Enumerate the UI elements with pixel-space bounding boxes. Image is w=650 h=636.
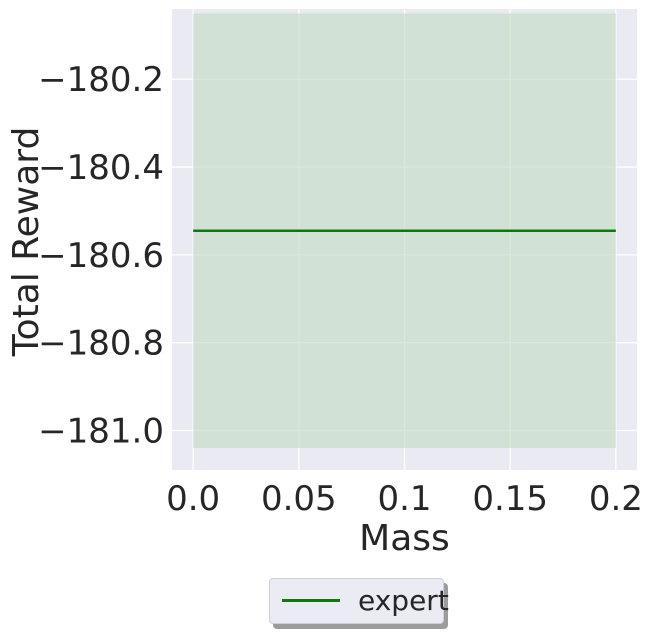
x-tick-label: 0.15 [472,479,548,519]
x-tick-labels: 0.0 0.05 0.1 0.15 0.2 [166,479,643,519]
legend-label-expert: expert [358,584,449,617]
x-tick-label: 0.1 [377,479,431,519]
legend-line-expert [282,599,340,602]
x-tick-label: 0.05 [261,479,337,519]
y-tick-label: −181.0 [38,411,164,451]
y-tick-label: −180.8 [38,324,164,364]
y-tick-label: −180.4 [38,148,164,188]
legend: expert [269,578,449,624]
y-tick-labels: −180.2 −180.4 −180.6 −180.8 −181.0 [38,60,164,451]
x-tick-label: 0.0 [166,479,220,519]
y-tick-label: −180.2 [38,60,164,100]
x-tick-label: 0.2 [589,479,643,519]
y-tick-label: −180.6 [38,236,164,276]
y-axis-label: Total Reward [6,127,47,358]
x-axis-label: Mass [359,518,450,559]
